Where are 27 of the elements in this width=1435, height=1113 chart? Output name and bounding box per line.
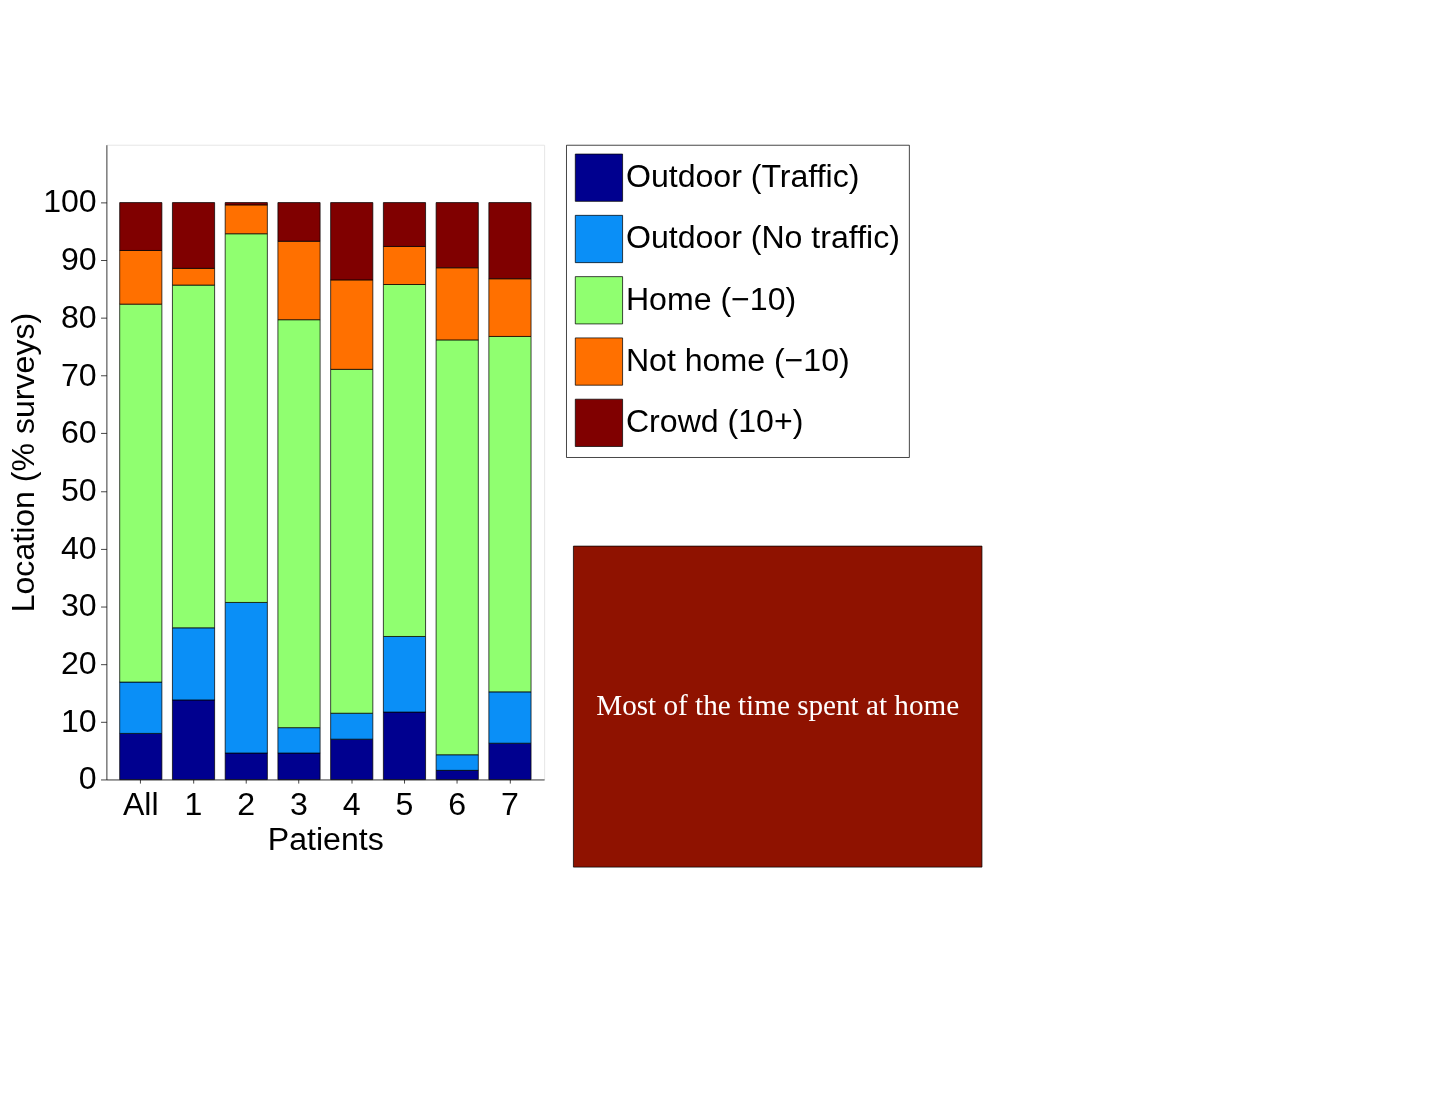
y-tick-label: 100 (43, 183, 97, 220)
legend-label: Not home (−10) (625, 342, 850, 379)
y-tick-label: 90 (60, 241, 97, 278)
y-tick-label: 40 (60, 529, 97, 566)
legend-label: Outdoor (No traffic) (625, 219, 900, 256)
y-tick-label: 10 (60, 702, 97, 739)
x-tick-label: 1 (184, 785, 203, 822)
x-tick-label: 6 (448, 785, 467, 822)
y-tick-label: 70 (60, 356, 97, 393)
x-tick-label: 2 (237, 785, 256, 822)
x-tick-label: 4 (342, 785, 361, 822)
legend-label: Outdoor (Traffic) (625, 158, 860, 195)
y-tick-label: 80 (60, 298, 97, 335)
text: Most of the time spent at home (596, 689, 960, 722)
y-tick-label: 20 (60, 645, 97, 682)
x-axis-title: Patients (267, 820, 384, 857)
y-tick-label: 0 (78, 760, 97, 797)
x-tick-label: 3 (290, 785, 308, 822)
y-tick-label: 60 (60, 414, 97, 451)
x-tick-label: 5 (395, 785, 414, 822)
y-tick-label: 30 (60, 587, 97, 624)
y-tick-label: 50 (60, 471, 97, 508)
legend-label: Home (−10) (625, 280, 797, 317)
legend-label: Crowd (10+) (625, 403, 804, 440)
x-tick-label: 7 (501, 785, 519, 822)
y-axis-title: Location (% surveys) (4, 312, 41, 613)
x-tick-label: All (122, 785, 159, 822)
